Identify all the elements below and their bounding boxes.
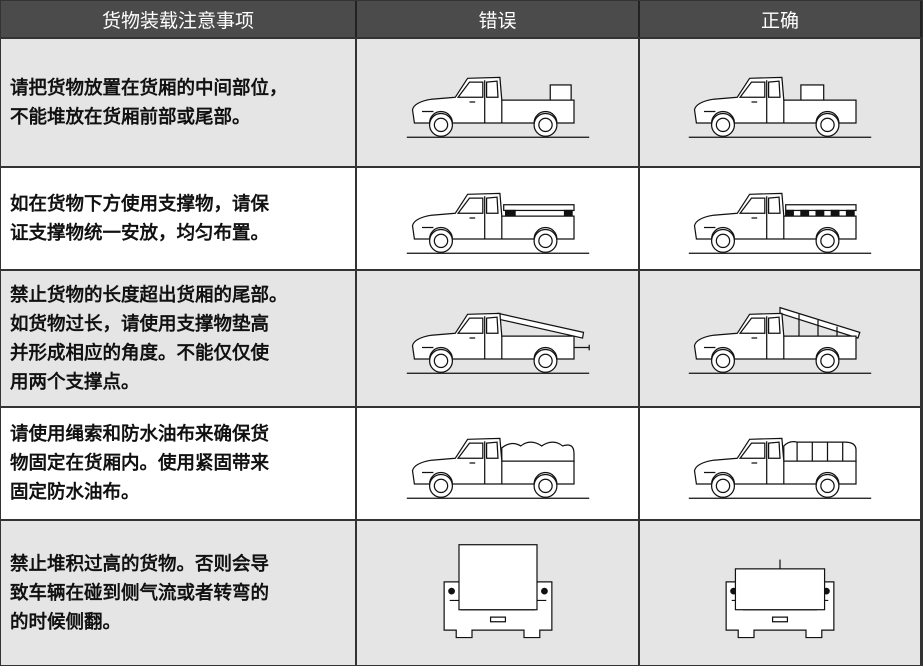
wrong-image: [357, 37, 640, 166]
instruction-cell: 如在货物下方使用支撑物，请保 证支撑物统一安放，均匀布置。: [1, 166, 357, 269]
correct-image: [640, 37, 922, 166]
wrong-image: [357, 269, 640, 406]
text-line: 并形成相应的角度。不能仅仅使: [10, 342, 270, 364]
header-cell: 正确: [640, 1, 922, 37]
text-line: 不能堆放在货厢前部或尾部。: [10, 106, 251, 128]
header-cell: 货物装载注意事项: [1, 1, 357, 37]
correct-image: [640, 519, 922, 665]
truck-illustration: [688, 306, 872, 374]
correct-image: [640, 269, 922, 406]
wrong-image: [357, 406, 640, 519]
text-line: 如货物过长，请使用支撑物垫高: [10, 313, 270, 335]
instruction-cell: 禁止货物的长度超出货厢的尾部。 如货物过长，请使用支撑物垫高 并形成相应的角度。不能…: [1, 269, 357, 406]
text-line: 请使用绳索和防水油布来确保货: [10, 424, 270, 445]
text-line: 禁止货物的长度超出货厢的尾部。: [10, 284, 288, 306]
truck-illustration: [405, 437, 590, 499]
text-line: 致车辆在碰到侧气流或者转弯的: [10, 582, 270, 604]
text-line: 如在货物下方使用支撑物，请保: [10, 193, 270, 215]
truck-illustration: [405, 76, 590, 138]
wrong-image: [357, 166, 640, 269]
header-cell: 错误: [357, 1, 640, 37]
text-line: 禁止堆积过高的货物。否则会导: [10, 553, 270, 575]
wrong-image: [357, 519, 640, 665]
truck-illustration: [688, 76, 872, 138]
text-line: 的时候侧翻。: [10, 611, 122, 633]
instruction-cell: 禁止堆积过高的货物。否则会导 致车辆在碰到侧气流或者转弯的 的时候侧翻。: [1, 519, 357, 665]
text-line: 证支撑物统一安放，均匀布置。: [10, 222, 270, 244]
instruction-text: 禁止货物的长度超出货厢的尾部。 如货物过长，请使用支撑物垫高 并形成相应的角度。不能…: [10, 281, 288, 397]
correct-image: [640, 166, 922, 269]
instruction-text: 请使用绳索和防水油布来确保货 物固定在货厢内。使用紧固带来 固定防水油布。: [10, 420, 269, 507]
instruction-cell: 请使用绳索和防水油布来确保货 物固定在货厢内。使用紧固带来 固定防水油布。: [1, 406, 357, 519]
instruction-text: 禁止堆积过高的货物。否则会导 致车辆在碰到侧气流或者转弯的 的时候侧翻。: [10, 550, 269, 637]
truck-illustration: [688, 437, 872, 499]
text-line: 用两个支撑点。: [10, 371, 140, 393]
instruction-cell: 请把货物放置在货厢的中间部位， 不能堆放在货厢前部或尾部。: [1, 37, 357, 166]
rear-illustration: [725, 559, 835, 639]
text-line: 请把货物放置在货厢的中间部位，: [10, 77, 288, 99]
text-line: 固定防水油布。: [10, 482, 140, 503]
instruction-text: 请把货物放置在货厢的中间部位， 不能堆放在货厢前部或尾部。: [10, 74, 288, 132]
truck-illustration: [688, 192, 872, 254]
text-line: 物固定在货厢内。使用紧固带来: [10, 453, 270, 474]
truck-illustration: [405, 192, 590, 254]
instruction-text: 如在货物下方使用支撑物，请保 证支撑物统一安放，均匀布置。: [10, 190, 269, 248]
correct-image: [640, 406, 922, 519]
truck-illustration: [405, 312, 590, 374]
rear-illustration: [443, 544, 552, 639]
